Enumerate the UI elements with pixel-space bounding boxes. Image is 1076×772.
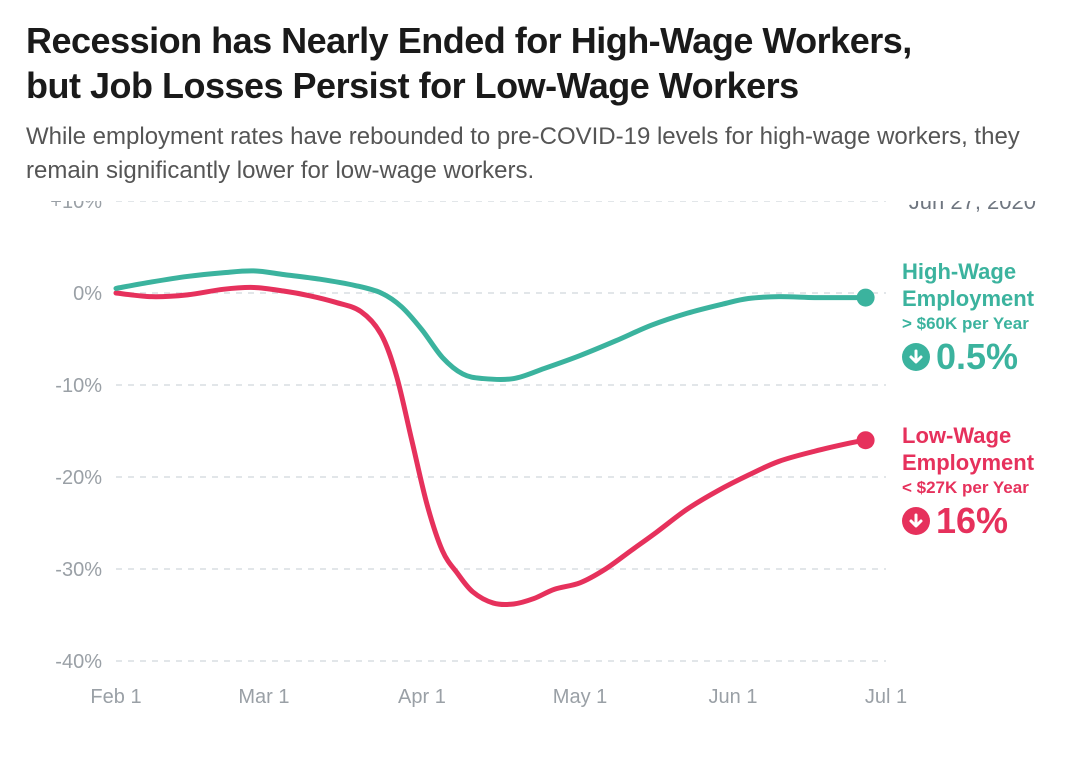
title-line-2: but Job Losses Persist for Low-Wage Work…: [26, 65, 799, 106]
svg-text:-40%: -40%: [55, 651, 102, 673]
svg-text:-10%: -10%: [55, 375, 102, 397]
svg-text:-30%: -30%: [55, 559, 102, 581]
svg-text:Jun 27, 2020: Jun 27, 2020: [909, 201, 1036, 214]
legend-high-sub: > $60K per Year: [902, 314, 1076, 334]
svg-text:Jul 1: Jul 1: [865, 686, 907, 708]
legend-low-title-2: Employment: [902, 450, 1034, 475]
svg-text:May 1: May 1: [553, 686, 607, 708]
legend-low-value: 16%: [936, 500, 1008, 542]
chart-subtitle: While employment rates have rebounded to…: [26, 120, 1050, 187]
legend-high-value: 0.5%: [936, 336, 1018, 378]
legend-high-title-1: High-Wage: [902, 259, 1016, 284]
chart-title: Recession has Nearly Ended for High-Wage…: [26, 18, 1050, 108]
legend-high-title-2: Employment: [902, 286, 1034, 311]
down-arrow-icon: [902, 343, 930, 371]
svg-text:0%: 0%: [73, 283, 102, 305]
svg-text:Jun 1: Jun 1: [709, 686, 758, 708]
down-arrow-icon: [902, 507, 930, 535]
svg-text:Feb 1: Feb 1: [90, 686, 141, 708]
chart-container: +10% 0% -10% -20% -30% -40% Feb 1 Mar 1 Apr 1 May…: [26, 201, 1050, 746]
svg-text:+10%: +10%: [50, 201, 102, 213]
title-line-1: Recession has Nearly Ended for High-Wage…: [26, 20, 912, 61]
svg-text:Mar 1: Mar 1: [238, 686, 289, 708]
legend-low-title-1: Low-Wage: [902, 423, 1011, 448]
svg-text:Apr 1: Apr 1: [398, 686, 446, 708]
legend-low-sub: < $27K per Year: [902, 478, 1076, 498]
legend-low-wage: Low-Wage Employment < $27K per Year 16%: [902, 423, 1076, 542]
legend-high-wage: High-Wage Employment > $60K per Year 0.5…: [902, 259, 1076, 378]
svg-text:-20%: -20%: [55, 467, 102, 489]
